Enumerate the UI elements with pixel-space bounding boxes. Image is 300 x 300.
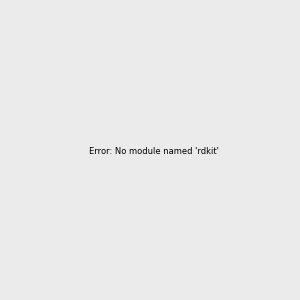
Text: Error: No module named 'rdkit': Error: No module named 'rdkit' [89, 147, 219, 156]
